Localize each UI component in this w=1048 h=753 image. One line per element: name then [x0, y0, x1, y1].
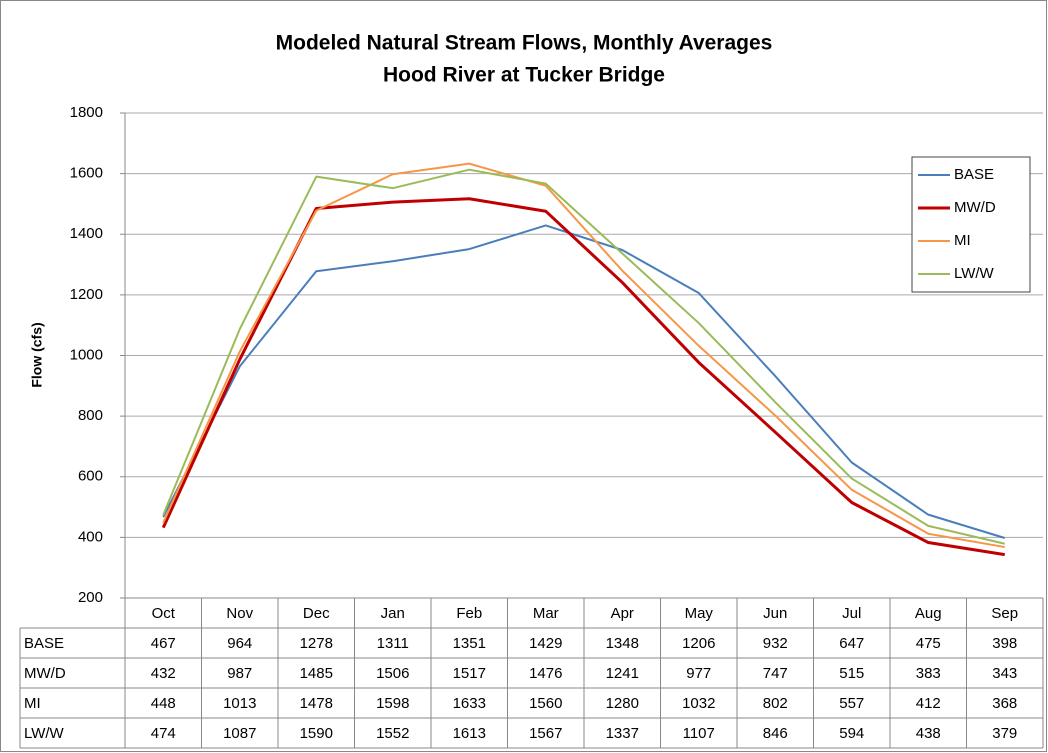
table-cell: 474: [151, 725, 176, 742]
line-series: [162, 224, 1006, 539]
table-cell: 515: [839, 665, 864, 682]
legend-label: MI: [954, 232, 971, 249]
x-tick-label: Oct: [152, 605, 176, 622]
x-tick-label: Jul: [842, 605, 861, 622]
x-tick-label: Dec: [303, 605, 330, 622]
table-row-label: BASE: [24, 635, 64, 652]
table-cell: 1032: [682, 695, 715, 712]
table-cell: 802: [763, 695, 788, 712]
table-cell: 1280: [606, 695, 639, 712]
table-cell: 1552: [376, 725, 409, 742]
y-axis-title: Flow (cfs): [29, 322, 45, 387]
chart-title: Modeled Natural Stream Flows, Monthly Av…: [276, 32, 773, 55]
x-tick-label: Aug: [915, 605, 942, 622]
y-tick-label: 1600: [70, 165, 103, 182]
table-row-label: MI: [24, 695, 41, 712]
table-cell: 448: [151, 695, 176, 712]
table-cell: 1567: [529, 725, 562, 742]
table-cell: 432: [151, 665, 176, 682]
table-cell: 932: [763, 635, 788, 652]
table-cell: 1613: [453, 725, 486, 742]
y-tick-label: 1000: [70, 346, 103, 363]
y-tick-label: 400: [78, 528, 103, 545]
table-cell: 1351: [453, 635, 486, 652]
y-tick-label: 1800: [70, 104, 103, 121]
table-cell: 647: [839, 635, 864, 652]
table-cell: 1633: [453, 695, 486, 712]
line-series: [162, 168, 1005, 545]
table-cell: 1348: [606, 635, 639, 652]
table-cell: 987: [227, 665, 252, 682]
table-cell: 1337: [606, 725, 639, 742]
table-cell: 398: [992, 635, 1017, 652]
table-cell: 846: [763, 725, 788, 742]
x-tick-label: Apr: [611, 605, 634, 622]
table-cell: 383: [916, 665, 941, 682]
table-cell: 1590: [300, 725, 333, 742]
table-cell: 594: [839, 725, 864, 742]
table-cell: 1107: [683, 725, 715, 742]
legend-label: BASE: [954, 166, 994, 183]
table-cell: 1206: [682, 635, 715, 652]
table-cell: 977: [686, 665, 711, 682]
line-series: [162, 162, 1005, 549]
table-cell: 1598: [376, 695, 409, 712]
table-cell: 1311: [377, 635, 409, 652]
table-cell: 475: [916, 635, 941, 652]
y-tick-label: 600: [78, 468, 103, 485]
x-tick-label: Nov: [226, 605, 253, 622]
table-cell: 557: [839, 695, 864, 712]
y-tick-label: 1400: [70, 225, 103, 242]
table-cell: 1278: [300, 635, 333, 652]
table-cell: 379: [992, 725, 1017, 742]
table-row-label: MW/D: [24, 665, 66, 682]
table-cell: 1476: [529, 665, 562, 682]
table-cell: 1485: [300, 665, 333, 682]
table-cell: 1429: [529, 635, 562, 652]
table-cell: 1506: [376, 665, 409, 682]
table-cell: 412: [916, 695, 941, 712]
x-tick-label: Feb: [456, 605, 482, 622]
x-tick-label: Jun: [763, 605, 787, 622]
table-cell: 1560: [529, 695, 562, 712]
y-tick-label: 800: [78, 407, 103, 424]
x-tick-label: Mar: [533, 605, 559, 622]
table-cell: 747: [763, 665, 788, 682]
y-tick-label: 1200: [70, 286, 103, 303]
table-cell: 438: [916, 725, 941, 742]
x-tick-label: May: [685, 605, 714, 622]
table-cell: 1478: [300, 695, 333, 712]
x-tick-label: Sep: [991, 605, 1018, 622]
legend-label: LW/W: [954, 265, 995, 282]
legend-label: MW/D: [954, 199, 996, 216]
table-cell: 1241: [606, 665, 639, 682]
legend-box: [911, 156, 1031, 293]
table-row-label: LW/W: [24, 725, 65, 742]
chart-subtitle: Hood River at Tucker Bridge: [383, 64, 665, 87]
table-cell: 467: [151, 635, 176, 652]
x-tick-label: Jan: [381, 605, 405, 622]
table-cell: 1517: [453, 665, 486, 682]
table-cell: 343: [992, 665, 1017, 682]
table-cell: 1013: [223, 695, 256, 712]
table-cell: 964: [227, 635, 252, 652]
table-cell: 368: [992, 695, 1017, 712]
table-cell: 1087: [223, 725, 256, 742]
y-tick-label: 200: [78, 589, 103, 606]
